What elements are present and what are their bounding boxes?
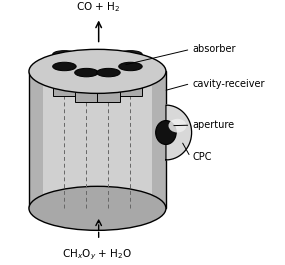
- Polygon shape: [119, 54, 142, 96]
- Text: CH$_x$O$_y$ + H$_2$O: CH$_x$O$_y$ + H$_2$O: [62, 248, 133, 262]
- Text: cavity-receiver: cavity-receiver: [193, 79, 265, 89]
- Polygon shape: [53, 54, 76, 96]
- Ellipse shape: [119, 62, 142, 71]
- Text: CO + H$_2$: CO + H$_2$: [76, 0, 121, 14]
- Ellipse shape: [53, 62, 76, 71]
- Ellipse shape: [156, 121, 176, 144]
- Ellipse shape: [53, 51, 76, 58]
- Text: absorber: absorber: [193, 44, 236, 54]
- Text: aperture: aperture: [193, 120, 235, 130]
- Ellipse shape: [168, 119, 186, 132]
- Polygon shape: [166, 105, 192, 160]
- Polygon shape: [97, 60, 120, 102]
- Ellipse shape: [29, 49, 166, 93]
- Polygon shape: [75, 60, 98, 102]
- Polygon shape: [43, 71, 152, 202]
- Polygon shape: [29, 71, 166, 208]
- Ellipse shape: [119, 51, 142, 58]
- Ellipse shape: [75, 68, 98, 77]
- Ellipse shape: [75, 57, 98, 64]
- Ellipse shape: [97, 68, 120, 77]
- Ellipse shape: [97, 57, 120, 64]
- Ellipse shape: [29, 186, 166, 230]
- Text: CPC: CPC: [193, 152, 212, 162]
